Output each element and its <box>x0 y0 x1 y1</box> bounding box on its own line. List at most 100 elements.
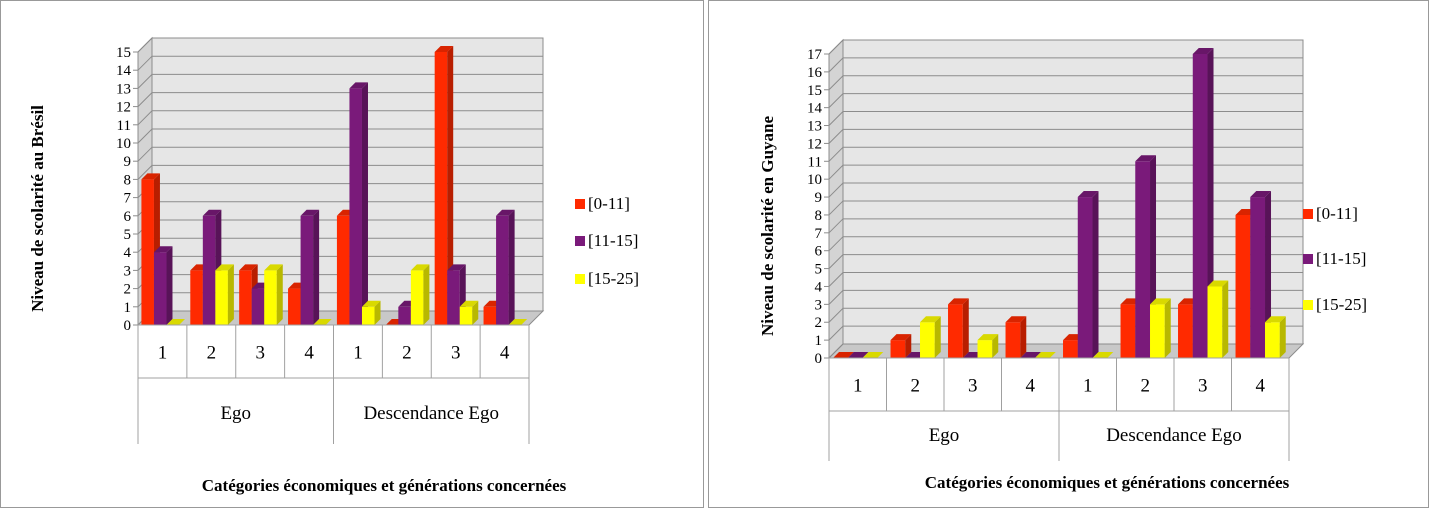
bar-side <box>1164 298 1171 358</box>
bar <box>459 300 479 325</box>
bar-top <box>153 246 173 253</box>
category-label: 2 <box>402 343 412 364</box>
bar <box>361 300 381 325</box>
category-label: 3 <box>968 376 978 397</box>
bar-side <box>227 264 234 325</box>
bar <box>1092 352 1114 358</box>
legend-swatch <box>1303 300 1313 310</box>
bar-side <box>1279 316 1286 358</box>
y-tick-label: 3 <box>124 263 132 279</box>
gridline <box>137 73 543 89</box>
bar-front <box>496 215 509 325</box>
bar <box>1077 191 1099 358</box>
y-tick-label: 0 <box>815 351 823 367</box>
y-axis-title: Niveau de scolarité en Guyane <box>758 116 777 336</box>
bar-top <box>264 264 283 271</box>
bar-front <box>459 306 473 325</box>
bar-front <box>1250 197 1266 358</box>
bar <box>847 352 869 358</box>
gridline <box>828 128 1303 144</box>
bar-top <box>239 264 258 271</box>
bar-top <box>1020 352 1042 358</box>
gridline <box>828 111 1303 126</box>
bar-top <box>361 300 381 307</box>
bar-top <box>410 264 430 271</box>
category-label: 1 <box>158 343 168 364</box>
gridline <box>137 110 543 126</box>
bar-top <box>447 264 466 271</box>
legend-swatch <box>1303 209 1313 219</box>
bar-top <box>1207 280 1229 287</box>
gridline <box>828 39 1303 55</box>
bar <box>313 319 332 325</box>
bar-top <box>496 209 515 216</box>
bar-front <box>1178 304 1193 358</box>
legend-label: [11-15] <box>1316 249 1366 268</box>
bar-side <box>276 264 283 325</box>
bar-front <box>434 52 448 325</box>
bar-side <box>166 246 173 325</box>
bar-side <box>472 300 479 325</box>
bar-side <box>1207 48 1214 358</box>
bar <box>300 209 320 325</box>
gridline <box>828 146 1303 162</box>
bar-front <box>349 88 362 326</box>
bar-front <box>1192 54 1208 358</box>
y-tick-label: 11 <box>117 118 131 134</box>
bar-top <box>508 319 528 325</box>
gridline <box>137 37 543 53</box>
y-tick-label: 2 <box>124 282 132 298</box>
bar-front <box>977 340 993 358</box>
bar <box>264 264 283 325</box>
bar-top <box>1250 191 1272 198</box>
category-label: 1 <box>353 343 363 364</box>
bar-top <box>1092 352 1114 358</box>
group-label: Descendance Ego <box>363 403 499 424</box>
category-label: 4 <box>304 343 314 364</box>
group-label: Descendance Ego <box>1106 425 1242 446</box>
bar-top <box>1077 191 1099 198</box>
legend: [0-11] [11-15] [15-25] <box>575 194 639 288</box>
category-label: 3 <box>255 343 265 364</box>
bar-top <box>1150 298 1171 305</box>
bar-top <box>1005 316 1027 323</box>
bar-top <box>202 209 222 216</box>
bar <box>166 319 186 325</box>
x-axis-title: Catégories économiques et générations co… <box>925 473 1290 492</box>
y-tick-label: 8 <box>124 172 132 188</box>
chart-panel-guyane: 0 1 2 3 4 5 6 7 8 9 10 11 12 13 14 15 16 17 1 2 3 4 Ego 1 2 3 4 Des… <box>708 0 1429 508</box>
bar <box>1035 352 1056 358</box>
x-axis-table: 1 2 3 4 Ego 1 2 3 4 Descendance Ego <box>137 324 530 444</box>
bar <box>1150 298 1171 358</box>
bar-side <box>1092 191 1099 358</box>
bar <box>496 209 515 325</box>
bar-front <box>300 215 314 325</box>
bar-front <box>288 288 301 325</box>
category-label: 3 <box>1198 376 1208 397</box>
y-tick-label: 10 <box>807 172 822 188</box>
y-tick-label: 15 <box>116 45 131 61</box>
category-label: 4 <box>1256 376 1266 397</box>
bar-top <box>948 298 969 305</box>
bar <box>833 352 854 358</box>
legend-swatch <box>575 274 585 284</box>
bar <box>508 319 528 325</box>
bar-side <box>508 209 515 325</box>
y-tick-label: 15 <box>807 83 822 99</box>
group-label: Ego <box>220 403 251 424</box>
y-tick-label: 5 <box>815 262 823 278</box>
bar-front <box>410 270 424 325</box>
bar-top <box>1035 352 1056 358</box>
bar-front <box>890 340 906 358</box>
legend-label: [0-11] <box>1316 204 1358 223</box>
x-axis-title: Catégories économiques et générations co… <box>202 476 567 495</box>
bar-top <box>459 300 479 307</box>
y-tick-label: 5 <box>124 227 132 243</box>
bar-top <box>1265 316 1286 323</box>
bar-front <box>1235 214 1251 358</box>
y-tick-label: 4 <box>124 245 132 261</box>
bar-side <box>934 316 941 358</box>
bar-top <box>1135 155 1157 162</box>
bar-front <box>920 322 935 358</box>
bar-front <box>483 306 497 325</box>
